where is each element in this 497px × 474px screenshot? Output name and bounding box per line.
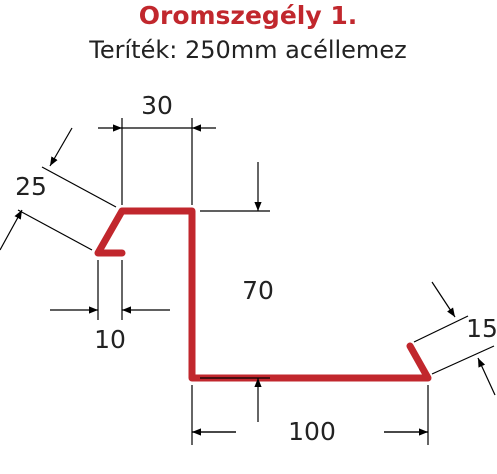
dim-label: 70 xyxy=(242,276,274,305)
dim-label: 15 xyxy=(466,314,497,343)
dim-100 xyxy=(191,385,429,445)
subtitle: Teríték: 250mm acéllemez xyxy=(88,36,406,64)
dim-label: 10 xyxy=(94,325,126,354)
title: Oromszegély 1. xyxy=(139,1,358,30)
dim-label: 30 xyxy=(141,91,173,120)
dim-15 xyxy=(413,281,496,396)
dim-30 xyxy=(98,118,216,205)
dim-label: 100 xyxy=(288,417,336,446)
dim-10 xyxy=(50,260,170,320)
dim-70 xyxy=(200,162,270,422)
dim-25 xyxy=(0,127,117,251)
dim-label: 25 xyxy=(15,172,47,201)
profile xyxy=(94,207,432,382)
